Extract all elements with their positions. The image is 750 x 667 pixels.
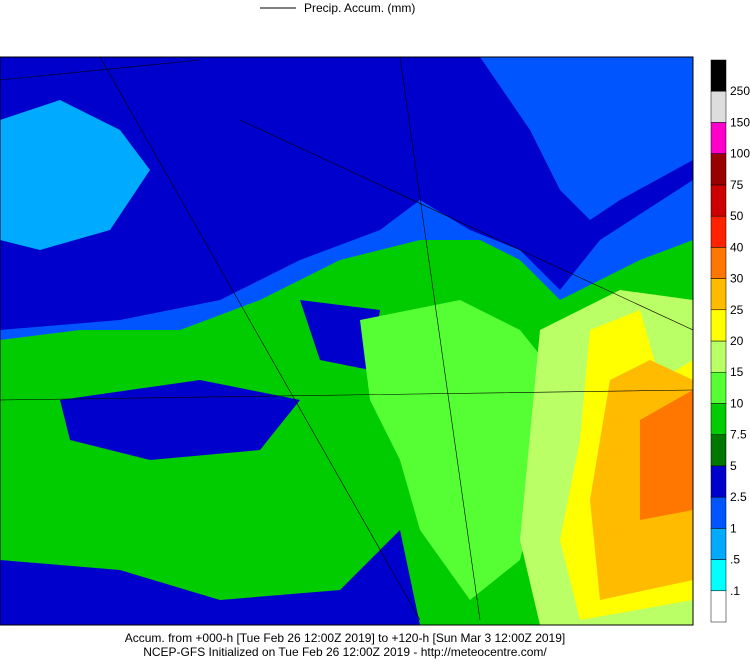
moderate-area [360, 300, 560, 600]
colorbar-label: 100 [730, 147, 750, 161]
colorbar-label: 40 [730, 240, 744, 254]
colorbar-label: 1 [730, 521, 737, 535]
heavy-area [60, 380, 300, 460]
colorbar-box [710, 90, 727, 123]
colorbar-label: 30 [730, 272, 744, 286]
footer-line: Accum. from +000-h [Tue Feb 26 12:00Z 20… [125, 631, 565, 645]
colorbar-box [710, 309, 727, 342]
colorbar-box [710, 278, 727, 311]
boundary-line [0, 57, 693, 621]
colorbar-box [710, 590, 727, 623]
colorbar-label: 150 [730, 115, 750, 129]
colorbar-box [710, 371, 727, 404]
colorbar-label: 250 [730, 84, 750, 98]
colorbar-box [710, 528, 727, 560]
colorbar-label: 2.5 [730, 490, 747, 504]
footer-line: NCEP-GFS Initialized on Tue Feb 26 12:00… [143, 645, 547, 659]
map-frame [0, 56, 694, 626]
colorbar-box [710, 465, 727, 498]
colorbar-label: 7.5 [730, 428, 747, 442]
map [0, 56, 694, 626]
light-area [480, 57, 693, 220]
colorbar-label: 25 [730, 303, 744, 317]
colorbar: .1 .5 1 2.5 5 7.5 10 15 20 25 30 40 50 75 100 150 250 [710, 59, 750, 623]
colorbar-box [710, 59, 727, 92]
colorbar-box [710, 496, 727, 529]
colorbar-box [710, 340, 727, 373]
colorbar-label: 75 [730, 178, 744, 192]
colorbar-label: 10 [730, 396, 744, 410]
colorbar-label: 5 [730, 459, 737, 473]
colorbar-label: .5 [730, 553, 740, 567]
colorbar-label: .1 [730, 584, 740, 598]
colorbar-box [710, 122, 727, 154]
heavy-rain [640, 390, 693, 520]
colorbar-box [710, 153, 727, 186]
colorbar-box [710, 559, 727, 592]
heavy-area [100, 57, 420, 210]
colorbar-box [710, 215, 727, 248]
colorbar-box [710, 184, 727, 217]
colorbar-box [710, 247, 727, 279]
light-area [0, 100, 150, 250]
heavy-area [300, 300, 380, 370]
colorbar-label: 15 [730, 365, 744, 379]
heavy-area [0, 530, 420, 625]
legend-label: Precip. Accum. (mm) [304, 1, 415, 15]
colorbar-box [710, 434, 727, 467]
colorbar-box [710, 403, 727, 435]
colorbar-label: 50 [730, 209, 744, 223]
colorbar-label: 20 [730, 334, 744, 348]
